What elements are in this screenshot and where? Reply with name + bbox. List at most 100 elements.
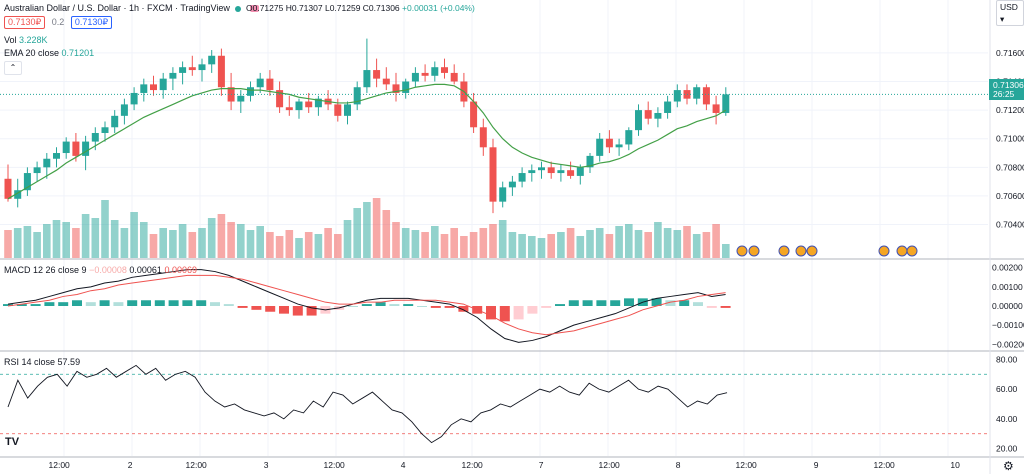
candle-body [334,104,342,116]
spread-value: 0.2 [51,17,65,27]
volume-bar [207,218,216,258]
flag-icon[interactable] [906,245,918,257]
macd-label: MACD 12 26 close 9 [4,265,87,275]
candle-body [101,127,109,133]
candle-body [247,87,254,96]
volume-bar [460,236,468,258]
volume-legend[interactable]: Vol 3.228K [4,34,48,46]
macd-histogram-bar [430,306,441,308]
candle-body [344,104,351,116]
volume-bar [159,228,167,258]
candle-body [547,167,555,174]
currency-dropdown[interactable]: USD ▾ [996,0,1024,26]
sell-button[interactable]: 0.7130₽ [4,16,46,29]
ema-value: 0.71201 [61,48,95,58]
macd-histogram-bar [555,304,565,306]
symbol-title[interactable]: Australian Dollar / U.S. Dollar · 1h · F… [4,3,230,13]
time-tick-label: 12:00 [324,460,346,470]
flag-icon[interactable] [806,245,818,257]
time-tick-label: 2 [128,460,133,470]
macd-histogram-bar [417,306,427,307]
volume-bar [217,214,226,258]
collapse-legend-button[interactable]: ⌃ [4,61,22,75]
price-axis[interactable]: 0.716000.714000.712000.710000.708000.706… [996,48,1024,230]
ema-legend[interactable]: EMA 20 close 0.71201 [4,47,94,59]
alert-icon[interactable] [249,5,259,13]
candle-body [130,92,138,105]
macd-histogram-bar [375,302,386,306]
candle-body [23,173,31,191]
time-axis[interactable]: 12:00 2 12:00 3 12:00 4 12:00 7 12:00 8 12:00 9 12:0… [49,460,961,470]
volume-bar [91,218,100,258]
macd-axis[interactable]: 0.00200 0.00100 0.00000 −0.00100 −0.00200 [992,263,1024,350]
volume-bar [120,228,129,258]
rsi-axis[interactable]: 80.00 60.00 40.00 20.00 [996,354,1018,453]
flag-icon[interactable] [795,245,807,257]
candle-body [615,144,623,148]
volume-bar [343,220,352,258]
rsi-tick-label: 40.00 [996,414,1018,424]
volume-bar [149,234,158,258]
candle-body [644,110,652,119]
buy-button[interactable]: 0.7130₽ [70,16,113,29]
candle-body [237,95,245,102]
gear-icon[interactable]: ⚙ [1003,459,1014,473]
volume-bar [304,232,313,258]
macd-signal-value: 0.00069 [164,265,197,275]
macd-histogram-bar [499,306,510,322]
volume-bar [43,224,51,258]
candle-body [508,181,516,188]
macd-histogram-bar [348,306,358,307]
volume-bar [130,212,138,258]
rsi-legend[interactable]: RSI 14 close 57.59 [4,356,80,368]
flag-icon[interactable] [736,245,748,257]
macd-histogram-bar [168,300,179,306]
volume-bar [702,232,711,258]
volume-bar [557,232,565,258]
candle-body [654,112,662,119]
candle-body [586,155,594,168]
macd-histogram-bar [513,306,524,320]
macd-histogram-bar [292,306,303,316]
flag-icon[interactable] [748,245,760,257]
time-tick-label: 12:00 [462,460,484,470]
macd-histogram-bar [458,306,469,312]
rsi-value: 57.59 [57,357,81,367]
candle-body [111,115,119,128]
volume-bars [4,198,730,258]
volume-bar [275,236,284,258]
candle-body [43,158,51,168]
economic-event-icons[interactable] [736,245,918,257]
candle-body [518,173,526,182]
candle-body [441,67,448,73]
candle-body [140,84,148,93]
candle-body [470,101,478,128]
flag-icon[interactable] [878,245,890,257]
volume-bar [663,228,672,258]
candle-body [353,87,361,105]
macd-histogram-bar [527,306,538,314]
flag-icon[interactable] [778,245,790,257]
candle-body [625,130,633,145]
candle-body [450,72,458,82]
macd-histogram-bar [265,306,276,312]
macd-histogram-bar [85,302,96,306]
volume-bar [547,234,555,258]
macd-legend[interactable]: MACD 12 26 close 9 −0.00008 0.00061 0.00… [4,264,197,276]
volume-bar [314,234,323,258]
tradingview-logo[interactable]: TV [5,436,20,448]
current-price-text: 0.71306 [993,80,1024,90]
candle-body [82,141,90,156]
volume-bar [178,224,187,258]
volume-bar [634,230,643,258]
macd-histogram-bar [568,300,579,306]
time-tick-label: 12:00 [599,460,621,470]
volume-bar [72,228,80,258]
macd-histogram-bar [596,300,607,306]
flag-icon[interactable] [896,245,908,257]
macd-histogram-bar [403,304,414,306]
macd-line [7,269,726,343]
ema-label: EMA 20 close [4,48,60,58]
